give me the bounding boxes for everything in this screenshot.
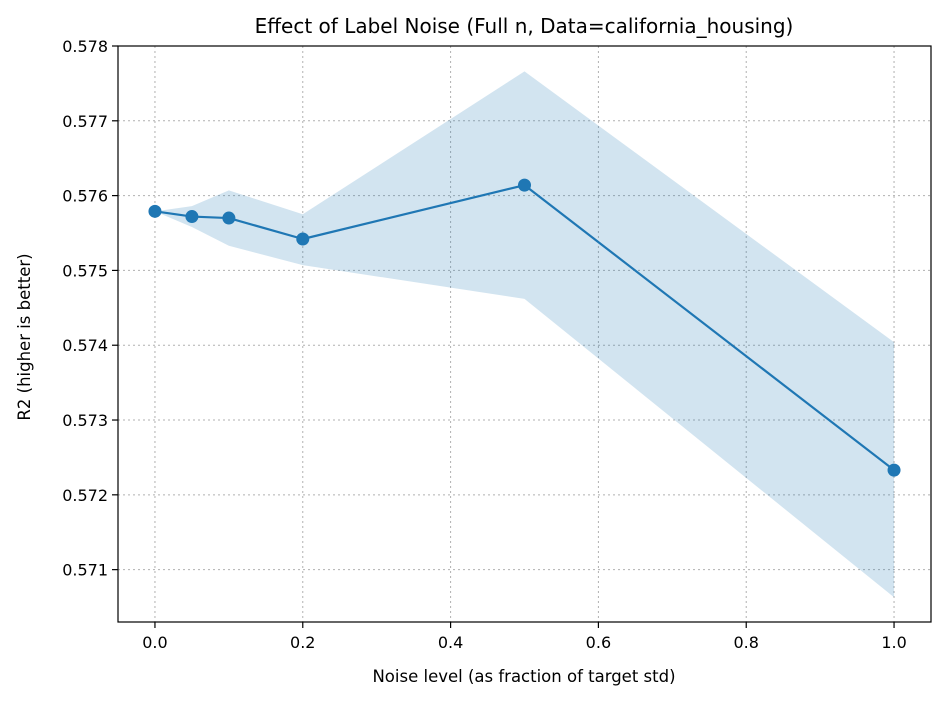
y-tick-label: 0.574	[62, 336, 108, 355]
y-tick-label: 0.573	[62, 411, 108, 430]
y-tick-label: 0.571	[62, 561, 108, 580]
x-tick-label: 0.8	[734, 633, 759, 652]
x-tick-label: 1.0	[881, 633, 906, 652]
data-point	[148, 204, 162, 218]
y-tick-label: 0.576	[62, 187, 108, 206]
x-tick-label: 0.4	[438, 633, 463, 652]
axes	[117, 45, 932, 623]
data-point	[296, 232, 310, 246]
data-point	[185, 210, 199, 224]
band-area	[154, 71, 895, 598]
data-point	[222, 211, 236, 225]
confidence-band	[154, 71, 895, 598]
y-tick-label: 0.572	[62, 486, 108, 505]
y-tick-label: 0.577	[62, 112, 108, 131]
series-points	[148, 178, 901, 477]
data-point	[887, 463, 901, 477]
axes-frame	[117, 45, 932, 623]
data-point	[518, 178, 531, 192]
x-ticks: 0.0 0.2 0.4 0.6 0.8 1.0	[142, 622, 907, 652]
chart-title: Effect of Label Noise (Full n, Data=cali…	[255, 14, 794, 38]
y-axis-label: R2 (higher is better)	[15, 253, 34, 420]
x-axis-label: Noise level (as fraction of target std)	[372, 667, 675, 686]
y-tick-label: 0.575	[62, 261, 108, 280]
x-tick-label: 0.6	[586, 633, 611, 652]
y-tick-label: 0.578	[62, 37, 108, 56]
x-tick-label: 0.0	[142, 633, 167, 652]
grid	[118, 45, 931, 622]
y-ticks: 0.571 0.572 0.573 0.574 0.575 0.576 0.577 0.578	[62, 37, 118, 580]
x-tick-label: 0.2	[290, 633, 315, 652]
